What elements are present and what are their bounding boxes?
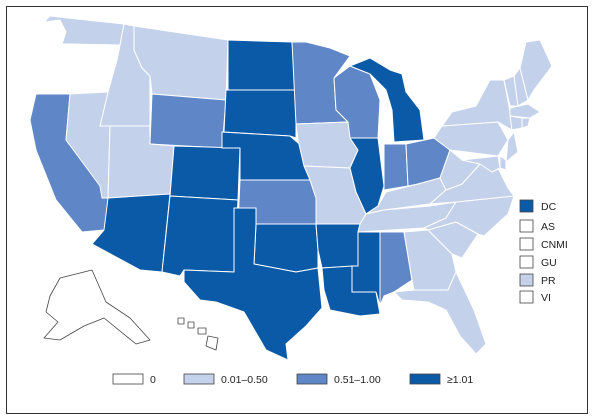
state-RI <box>521 117 531 129</box>
state-IN <box>383 143 409 191</box>
legend-label-0: 0 <box>150 374 156 386</box>
legend-swatch-0 <box>112 373 144 385</box>
state-AK <box>43 269 151 345</box>
state-NY <box>441 79 513 131</box>
legend-label-2: 0.51–1.00 <box>334 374 381 386</box>
state-NC <box>423 195 515 237</box>
state-ND <box>227 39 297 91</box>
territory-label-cnmi: CNMI <box>541 239 568 251</box>
state-DE <box>499 155 507 171</box>
territory-legend: DC AS CNMI GU PR VI <box>519 199 568 304</box>
legend-label-1: 0.01–0.50 <box>221 374 268 386</box>
state-SD <box>223 89 297 139</box>
state-FL <box>393 271 487 355</box>
state-MA <box>509 103 541 119</box>
value-legend: 0 0.01–0.50 0.51–1.00 ≥1.01 <box>112 373 473 386</box>
state-WA <box>43 15 125 46</box>
territory-swatch-vi <box>519 290 534 304</box>
state-CO <box>169 145 241 201</box>
legend-label-3: ≥1.01 <box>447 374 473 386</box>
state-NJ <box>505 131 519 163</box>
territory-swatch-cnmi <box>519 237 534 251</box>
territory-label-gu: GU <box>541 257 557 269</box>
state-HI <box>177 317 219 351</box>
territory-label-pr: PR <box>541 275 556 287</box>
state-MD <box>461 155 501 173</box>
territory-swatch-gu <box>519 255 534 269</box>
territory-swatch-dc <box>519 199 534 213</box>
territory-swatch-pr <box>519 273 534 287</box>
state-AR <box>315 223 361 269</box>
state-NM <box>161 195 239 277</box>
territory-label-dc: DC <box>541 201 557 213</box>
state-CT <box>509 115 523 131</box>
territory-label-as: AS <box>541 221 555 233</box>
legend-swatch-3 <box>409 373 441 385</box>
state-ME <box>519 39 553 101</box>
legend-swatch-2 <box>296 373 328 385</box>
territory-label-vi: VI <box>541 292 551 304</box>
state-TX <box>183 207 323 361</box>
legend-swatch-1 <box>183 373 215 385</box>
state-MI <box>349 57 425 143</box>
state-WY <box>149 93 227 149</box>
territory-swatch-as <box>519 219 534 233</box>
state-OR <box>35 43 121 95</box>
